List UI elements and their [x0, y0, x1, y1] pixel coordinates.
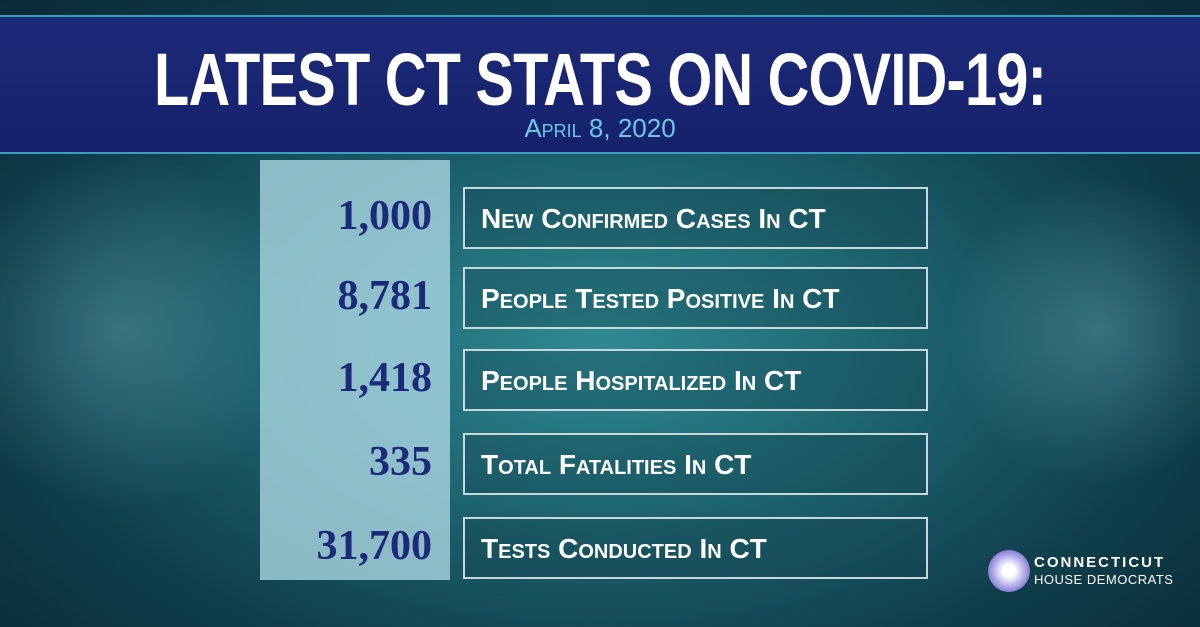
header-band: LATEST CT STATS ON COVID-19: April 8, 20…	[0, 15, 1200, 154]
logo-text: CONNECTICUT	[1034, 554, 1166, 571]
logo-seal	[988, 550, 1030, 592]
stat-value: 335	[369, 439, 432, 485]
stat-box: People Tested Positive In CT	[463, 267, 928, 329]
stat-box: Tests Conducted In CT	[463, 517, 928, 579]
number-column	[260, 160, 450, 580]
stat-value: 1,418	[337, 355, 433, 401]
stat-box: People Hospitalized In CT	[463, 349, 928, 411]
stat-box: New Confirmed Cases In CT	[463, 187, 928, 249]
stat-value: 1,000	[337, 193, 433, 239]
stat-box: Total Fatalities In CT	[463, 433, 928, 495]
stat-label: People Tested Positive In CT	[481, 283, 840, 314]
stat-label: Total Fatalities In CT	[481, 449, 752, 480]
stat-value: 31,700	[316, 523, 433, 569]
title: LATEST CT STATS ON COVID-19:	[153, 38, 1047, 121]
background-virus	[950, 170, 1200, 490]
logo-text: HOUSE DEMOCRATS	[1034, 572, 1174, 587]
stat-label: Tests Conducted In CT	[481, 533, 767, 564]
date: April 8, 2020	[524, 113, 676, 143]
stat-label: People Hospitalized In CT	[481, 365, 802, 396]
background-virus	[0, 150, 300, 510]
stat-label: New Confirmed Cases In CT	[481, 203, 826, 234]
stat-value: 8,781	[337, 273, 433, 319]
